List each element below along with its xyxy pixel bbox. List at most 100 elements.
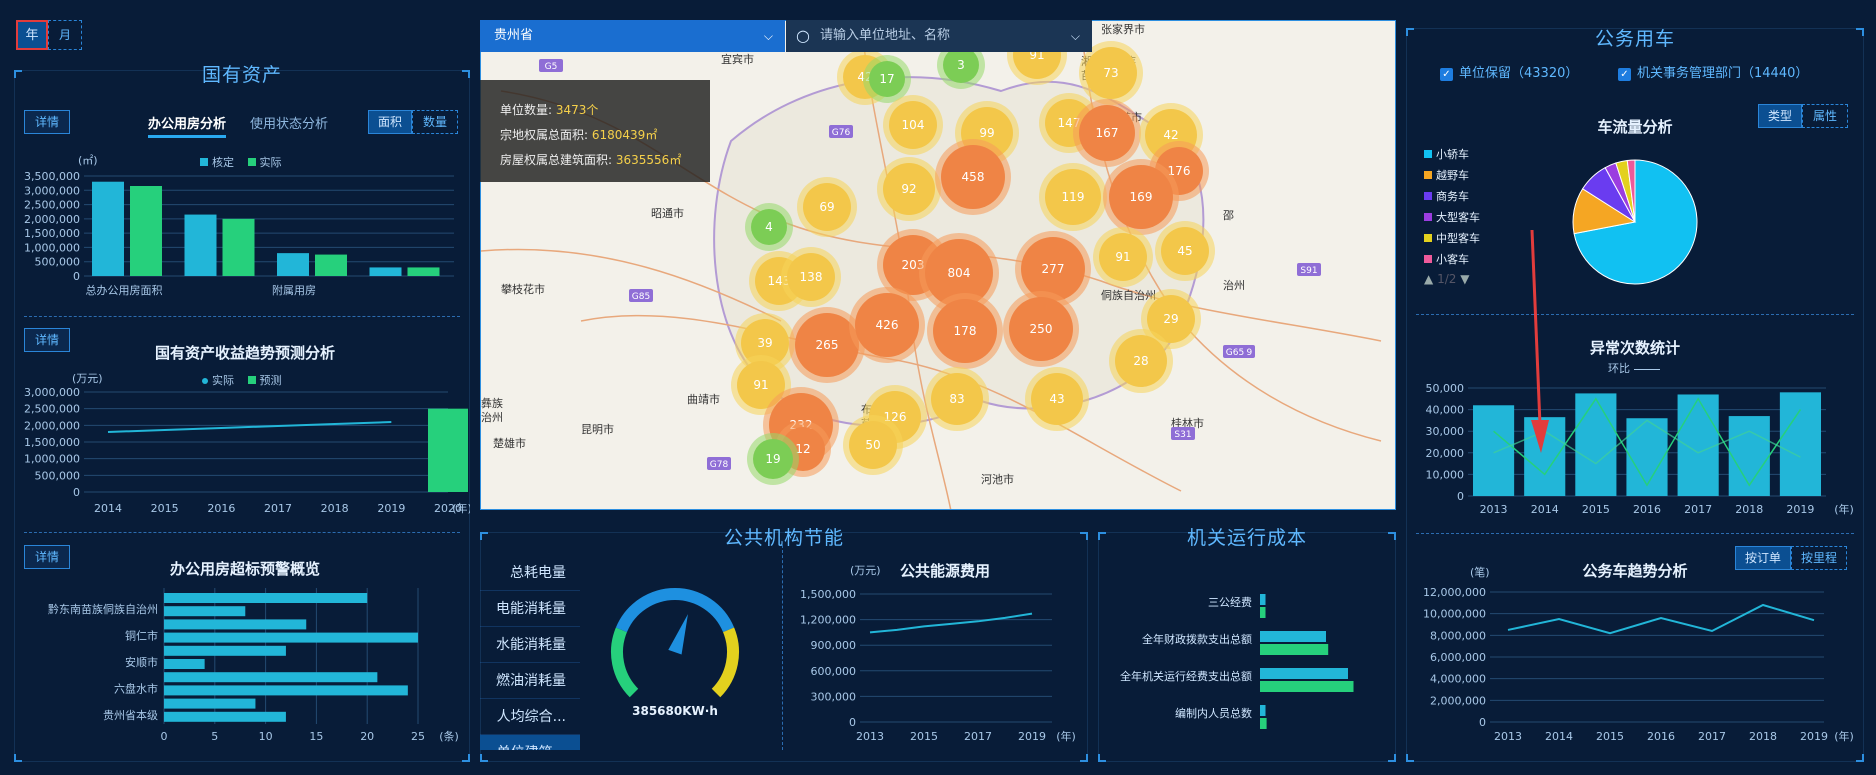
menu-total-power[interactable]: 总耗电量 — [480, 555, 580, 591]
attribute-toggle[interactable]: 属性 — [1802, 104, 1848, 128]
map-cluster — [787, 253, 835, 301]
energy-y-tick: 1,500,000 — [800, 588, 856, 601]
flow-legend-item[interactable]: 小轿车 — [1424, 144, 1480, 165]
income-x-tick: 2020 — [434, 502, 462, 515]
energy-y-tick: 1,200,000 — [800, 614, 856, 627]
map-cluster-count: 4 — [765, 220, 773, 234]
type-toggle[interactable]: 类型 — [1758, 104, 1802, 128]
map-area[interactable]: 张家界市宜宾市湘西土家族苗族自治州吉首市怀化市昭通市攀枝花市曲靖市昆明市楚雄市彝… — [480, 20, 1396, 510]
map-road-badge — [707, 457, 731, 470]
map-road — [580, 314, 1182, 492]
assets-detail-button[interactable]: 详情 — [24, 110, 70, 134]
menu-electric[interactable]: 电能消耗量 — [480, 591, 580, 627]
cost-label: 全年财政拨款支出总额 — [1142, 632, 1252, 646]
map-cluster-count: 265 — [816, 338, 839, 352]
map-cluster — [849, 421, 897, 469]
abnormal-y-tick: 0 — [1457, 490, 1464, 503]
menu-fuel[interactable]: 燃油消耗量 — [480, 663, 580, 699]
warning-bar — [164, 698, 256, 709]
assets-bar — [184, 214, 217, 276]
legend-pager[interactable]: ▲ 1/2 ▼ — [1424, 272, 1470, 286]
menu-per-capita[interactable]: 人均综合... — [480, 699, 580, 735]
map-city-label: 河池市 — [981, 472, 1014, 486]
abnormal-line — [1493, 397, 1802, 487]
map-road-label: G78 — [710, 460, 729, 470]
warning-x-tick: 10 — [259, 730, 273, 742]
warning-detail-button[interactable]: 详情 — [24, 545, 70, 569]
map-city-label: 邵 — [1223, 209, 1234, 222]
map-cluster-count: 69 — [819, 200, 834, 214]
map-cluster-count: 50 — [865, 438, 880, 452]
map-cluster-count: 277 — [1042, 262, 1065, 276]
cost-bar — [1260, 705, 1266, 716]
energy-x-unit: (年) — [1056, 729, 1076, 743]
check-unit-keep[interactable]: ✓ 单位保留（43320） — [1440, 62, 1578, 81]
by-mileage-toggle[interactable]: 按里程 — [1791, 546, 1847, 570]
flow-legend-item[interactable]: 大型客车 — [1424, 207, 1480, 228]
trend-y-tick: 12,000,000 — [1423, 586, 1486, 599]
map-cluster — [1161, 227, 1209, 275]
warning-bar — [164, 593, 368, 603]
triangle-down-icon[interactable]: ▼ — [1460, 272, 1470, 286]
tab-office-analysis[interactable]: 办公用房分析 — [148, 113, 227, 138]
month-tab[interactable]: 月 — [48, 20, 82, 50]
abnormal-x-tick: 2018 — [1735, 503, 1763, 516]
count-toggle[interactable]: 数量 — [412, 110, 458, 134]
flow-legend-item[interactable]: 中型客车 — [1424, 228, 1480, 249]
abnormal-y-tick: 50,000 — [1426, 382, 1465, 395]
map-cluster-count: 3 — [957, 58, 965, 72]
legend-label: 中型客车 — [1436, 232, 1480, 245]
cost-label: 全年机关运行经费支出总额 — [1120, 669, 1252, 683]
trend-unit: (笔) — [1470, 566, 1490, 579]
gauge-arc — [611, 627, 639, 698]
abnormal-x-tick: 2017 — [1684, 503, 1712, 516]
map-road-badge — [1171, 427, 1195, 440]
energy-y-tick: 900,000 — [811, 639, 857, 652]
energy-unit: (万元) — [850, 564, 881, 577]
flow-legend-item[interactable]: 小客车 — [1424, 249, 1480, 270]
car-panel — [1406, 28, 1864, 762]
warning-bar — [164, 672, 378, 683]
chevron-down-icon: ⌵ — [1070, 29, 1080, 43]
map-search[interactable]: ○ 请输入单位地址、名称 ⌵ — [786, 20, 1092, 52]
map-road-label: G76 — [832, 128, 851, 138]
flow-legend-item[interactable]: 越野车 — [1424, 165, 1480, 186]
assets-bar — [222, 218, 255, 276]
assets-bar — [130, 186, 162, 276]
legend-label: 小客车 — [1436, 253, 1469, 266]
energy-x-tick: 2013 — [856, 730, 884, 743]
checkbox-icon: ✓ — [1440, 68, 1453, 81]
legend-swatch — [1424, 213, 1432, 221]
income-detail-button[interactable]: 详情 — [24, 328, 70, 352]
abnormal-x-unit: (年) — [1834, 502, 1854, 516]
area-toggle[interactable]: 面积 — [368, 110, 412, 134]
legend-swatch — [1424, 234, 1432, 242]
trend-y-tick: 10,000,000 — [1423, 608, 1486, 621]
legend-swatch — [1424, 255, 1432, 263]
income-y-tick: 2,500,000 — [24, 403, 80, 416]
menu-unit-building[interactable]: 单位建筑... — [480, 735, 580, 750]
check-admin-dept[interactable]: ✓ 机关事务管理部门（14440） — [1618, 62, 1808, 81]
cost-bar — [1260, 718, 1267, 729]
warning-y-label: 贵州省本级 — [103, 708, 158, 722]
province-select[interactable]: 贵州省 ⌵ — [480, 20, 785, 52]
assets-y-tick: 3,000,000 — [24, 184, 80, 197]
income-chart: 3,000,000 2,500,000 2,000,000 1,500,000 1,00… — [24, 386, 470, 515]
search-input[interactable]: 请输入单位地址、名称 — [820, 28, 951, 43]
year-tab[interactable]: 年 — [16, 20, 48, 50]
map-cluster — [741, 319, 789, 367]
abnormal-y-tick: 40,000 — [1426, 404, 1465, 417]
map-cluster-count: 73 — [1103, 66, 1118, 80]
map-cluster-count: 17 — [879, 72, 894, 86]
warning-bar — [164, 659, 205, 669]
map-road-label: G5 — [545, 62, 558, 72]
triangle-up-icon[interactable]: ▲ — [1424, 272, 1434, 286]
flow-legend-item[interactable]: 商务车 — [1424, 186, 1480, 207]
menu-water[interactable]: 水能消耗量 — [480, 627, 580, 663]
map-cluster-count: 178 — [954, 324, 977, 338]
energy-y-tick: 0 — [849, 716, 856, 729]
tab-usage-analysis[interactable]: 使用状态分析 — [250, 117, 329, 132]
map-city-label: 治州 — [1223, 278, 1245, 292]
by-order-toggle[interactable]: 按订单 — [1735, 546, 1791, 570]
